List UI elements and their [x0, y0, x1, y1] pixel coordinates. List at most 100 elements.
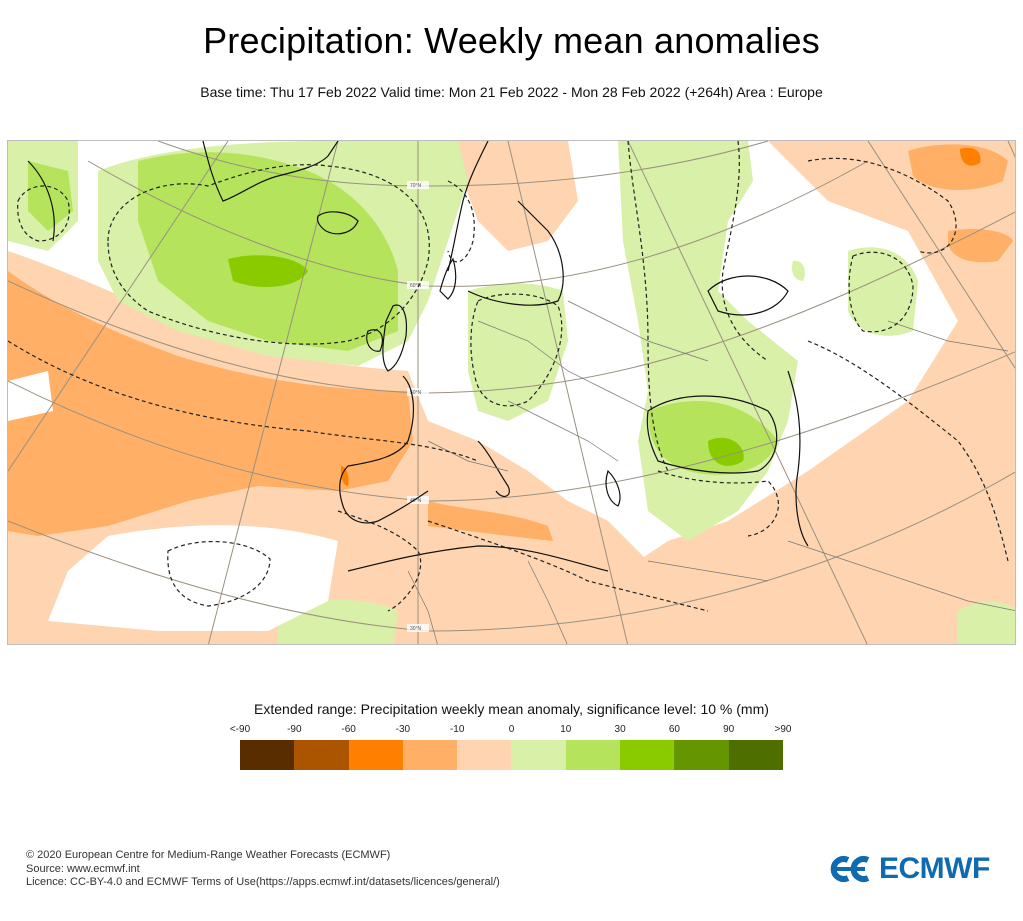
coast-ireland [366, 329, 383, 352]
legend-swatch [565, 740, 621, 770]
footer-copyright: © 2020 European Centre for Medium-Range … [26, 849, 391, 861]
fill-neg-light-east [569, 141, 1015, 644]
legend-swatch [240, 740, 295, 770]
contour-russia-north [807, 157, 957, 254]
legend-colorbar [240, 740, 783, 770]
lat-label-40: 40°N [410, 498, 422, 504]
contour-east-corridor-w [627, 141, 669, 472]
contour-natlantic [107, 164, 430, 345]
footer: © 2020 European Centre for Medium-Range … [26, 849, 500, 890]
lat-label-30: 30°N [410, 626, 422, 632]
border-6 [647, 560, 769, 582]
fill-white-atlantic [8, 371, 53, 421]
graticule [8, 141, 1015, 644]
page-title: Precipitation: Weekly mean anomalies [203, 20, 820, 61]
parallel-50 [8, 211, 1015, 394]
legend-tick: 60 [668, 724, 680, 735]
coast-white-sea [707, 275, 789, 316]
fill-pos-strong-natlantic [228, 255, 308, 287]
lat-label-70: 70°N [410, 183, 422, 189]
fill-pos-light-ceurope [468, 283, 568, 421]
contour-blacksea [657, 470, 779, 537]
anomaly-map: 70°N 60°N 50°N 40°N 30°N [7, 140, 1016, 645]
legend-tick: <-90 [229, 724, 251, 735]
footer-licence: Licence: CC-BY-4.0 and ECMWF Terms of Us… [26, 876, 500, 888]
meridian-e20 [507, 141, 629, 644]
coast-greenland [202, 141, 339, 202]
legend-swatch [348, 740, 403, 770]
legend-tick: -10 [449, 724, 465, 735]
legend-tick: 0 [508, 724, 515, 735]
coast-med-south [347, 545, 609, 572]
contour-scandinavia [447, 180, 475, 263]
meridian-w40 [8, 141, 229, 472]
border-3 [427, 440, 509, 472]
fill-neg-mid-russia-1 [908, 144, 1008, 191]
legend-tick: >90 [774, 724, 792, 735]
anomaly-fills [8, 141, 1015, 644]
legend-tick: -90 [287, 724, 302, 735]
border-5 [787, 540, 1015, 611]
legend-swatch [620, 740, 675, 770]
latitude-labels: 70°N 60°N 50°N 40°N 30°N [407, 181, 429, 632]
coast-norway [447, 141, 489, 272]
lat-label-60: 60°N [410, 283, 422, 289]
coast-iceland [316, 211, 359, 235]
coast-caspian [787, 370, 809, 547]
legend-title: Extended range: Precipitation weekly mea… [254, 701, 769, 717]
map-svg: 70°N 60°N 50°N 40°N 30°N [8, 141, 1015, 644]
coast-greece [605, 469, 621, 507]
border-1 [477, 320, 649, 412]
footer-source: Source: www.ecmwf.int [26, 862, 140, 875]
fill-neg-mid-med [428, 501, 553, 541]
contour-russia-green [848, 251, 914, 333]
fill-pos-mid-labrador [28, 161, 73, 231]
fill-neg-mid-atlantic [8, 271, 413, 536]
border-8 [407, 570, 438, 644]
significance-contours [8, 141, 1009, 612]
border-9 [527, 560, 568, 644]
legend-ticks: <-90 -90 -60 -30 -10 0 10 30 60 90 >90 [230, 724, 792, 738]
meridian-e60 [867, 141, 1015, 369]
parallel-30 [8, 471, 1015, 632]
legend-swatch [674, 740, 729, 770]
fill-pos-light-caspian [958, 601, 1015, 644]
fill-neg-strong-russia [960, 147, 981, 166]
coast-norway-south [439, 257, 457, 300]
fill-pos-light-russia-2 [792, 260, 805, 281]
parallel-40 [8, 351, 1015, 502]
fill-pos-mid-blacksea [648, 401, 778, 475]
fill-pos-mid-natlantic [138, 152, 398, 351]
coast-france-spain [339, 375, 429, 524]
page-subtitle: Base time: Thu 17 Feb 2022 Valid time: M… [200, 84, 823, 100]
coast-uk [382, 304, 408, 372]
legend-tick: 90 [723, 724, 735, 735]
legend-swatch [457, 740, 512, 770]
legend-swatch [294, 740, 349, 770]
country-borders [407, 300, 1015, 644]
meridian-e80 [1007, 141, 1015, 158]
coast-italy [477, 440, 510, 498]
coast-blacksea [646, 395, 778, 474]
contour-east-corridor-e [721, 141, 769, 362]
fill-neg-mid-russia-2 [948, 229, 1013, 263]
ecmwf-logo: ECMWF [829, 852, 990, 886]
contour-atlantic-south [8, 340, 479, 462]
coast-labrador [27, 160, 55, 242]
coastlines [27, 141, 809, 572]
contour-med [427, 520, 709, 612]
fill-neg-light-scandinavia [458, 141, 578, 251]
border-2 [507, 400, 619, 462]
coast-baltic [467, 200, 564, 306]
legend-swatch [728, 740, 783, 770]
legend-swatch [402, 740, 458, 770]
contour-labrador [17, 185, 70, 242]
fill-neg-strong-portugal [340, 466, 349, 486]
lat-label-50: 50°N [410, 390, 422, 396]
ecmwf-logo-text: ECMWF [879, 852, 990, 885]
contour-azores [167, 541, 271, 607]
legend-tick: -60 [341, 724, 356, 735]
meridian-e40 [627, 141, 868, 644]
border-7 [887, 320, 1009, 352]
legend-tick: 30 [614, 724, 626, 735]
